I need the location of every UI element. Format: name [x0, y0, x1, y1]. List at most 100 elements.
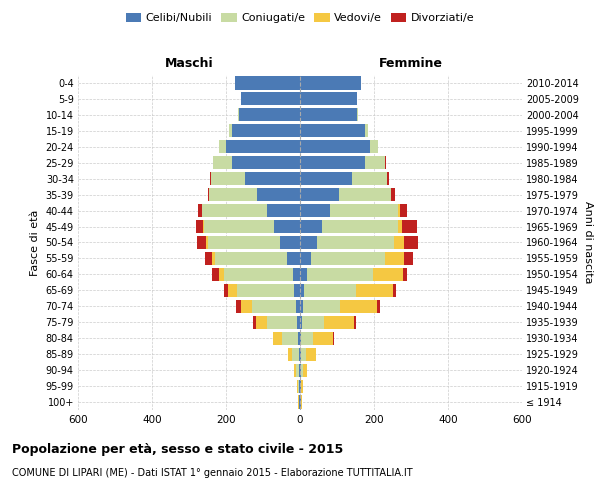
- Bar: [236, 300, 241, 313]
- Bar: [224, 284, 228, 297]
- Bar: [252, 300, 296, 313]
- Text: COMUNE DI LIPARI (ME) - Dati ISTAT 1° gennaio 2015 - Elaborazione TUTTITALIA.IT: COMUNE DI LIPARI (ME) - Dati ISTAT 1° ge…: [12, 468, 413, 477]
- Bar: [300, 332, 301, 345]
- Bar: [302, 316, 325, 329]
- Bar: [209, 188, 257, 201]
- Bar: [295, 284, 300, 297]
- Bar: [208, 236, 280, 249]
- Bar: [274, 220, 300, 233]
- Bar: [388, 172, 389, 185]
- Bar: [196, 220, 203, 233]
- Bar: [257, 188, 300, 201]
- Bar: [300, 348, 301, 360]
- Bar: [226, 140, 300, 153]
- Bar: [298, 380, 299, 392]
- Bar: [299, 396, 300, 408]
- Bar: [296, 300, 300, 313]
- Bar: [288, 348, 292, 360]
- Bar: [352, 172, 387, 185]
- Bar: [300, 108, 358, 122]
- Bar: [300, 172, 352, 185]
- Bar: [300, 204, 329, 217]
- Bar: [287, 252, 300, 265]
- Bar: [293, 268, 300, 281]
- Bar: [300, 236, 317, 249]
- Bar: [295, 364, 296, 376]
- Bar: [329, 204, 398, 217]
- Bar: [300, 188, 339, 201]
- Text: Maschi: Maschi: [164, 57, 214, 70]
- Bar: [212, 268, 218, 281]
- Bar: [300, 92, 358, 106]
- Bar: [300, 300, 303, 313]
- Bar: [203, 220, 204, 233]
- Bar: [365, 124, 368, 138]
- Bar: [239, 108, 300, 122]
- Bar: [228, 284, 237, 297]
- Legend: Celibi/Nubili, Coniugati/e, Vedovi/e, Divorziati/e: Celibi/Nubili, Coniugati/e, Vedovi/e, Di…: [121, 8, 479, 28]
- Bar: [299, 380, 300, 392]
- Bar: [206, 236, 208, 249]
- Bar: [224, 268, 293, 281]
- Bar: [393, 284, 396, 297]
- Bar: [394, 236, 404, 249]
- Bar: [300, 396, 301, 408]
- Bar: [212, 252, 215, 265]
- Bar: [300, 380, 301, 392]
- Bar: [307, 268, 373, 281]
- Bar: [232, 124, 300, 138]
- Bar: [274, 332, 281, 345]
- Bar: [333, 332, 334, 345]
- Bar: [280, 236, 300, 249]
- Bar: [300, 364, 301, 376]
- Bar: [281, 332, 298, 345]
- Bar: [211, 172, 245, 185]
- Bar: [365, 156, 385, 170]
- Text: Femmine: Femmine: [379, 57, 443, 70]
- Bar: [305, 348, 316, 360]
- Y-axis label: Anni di nascita: Anni di nascita: [583, 201, 593, 284]
- Bar: [300, 252, 311, 265]
- Bar: [198, 204, 202, 217]
- Bar: [300, 124, 365, 138]
- Bar: [272, 332, 274, 345]
- Bar: [354, 316, 356, 329]
- Bar: [256, 316, 268, 329]
- Bar: [313, 332, 333, 345]
- Bar: [213, 156, 232, 170]
- Bar: [253, 316, 256, 329]
- Bar: [241, 300, 252, 313]
- Bar: [325, 316, 354, 329]
- Bar: [245, 172, 300, 185]
- Bar: [267, 204, 300, 217]
- Bar: [300, 76, 361, 90]
- Bar: [296, 364, 299, 376]
- Bar: [301, 380, 304, 392]
- Bar: [299, 348, 300, 360]
- Bar: [403, 220, 417, 233]
- Bar: [204, 220, 274, 233]
- Bar: [292, 348, 299, 360]
- Bar: [317, 236, 394, 249]
- Bar: [404, 236, 418, 249]
- Bar: [301, 332, 313, 345]
- Bar: [301, 364, 302, 376]
- Bar: [301, 348, 305, 360]
- Bar: [303, 300, 340, 313]
- Bar: [398, 220, 403, 233]
- Bar: [302, 364, 307, 376]
- Bar: [311, 252, 385, 265]
- Bar: [391, 188, 395, 201]
- Bar: [377, 300, 380, 313]
- Bar: [298, 332, 300, 345]
- Bar: [300, 156, 365, 170]
- Bar: [297, 316, 300, 329]
- Bar: [202, 204, 267, 217]
- Bar: [238, 108, 239, 122]
- Bar: [300, 284, 304, 297]
- Bar: [232, 156, 300, 170]
- Bar: [373, 268, 403, 281]
- Bar: [403, 268, 407, 281]
- Bar: [301, 396, 302, 408]
- Bar: [241, 92, 300, 106]
